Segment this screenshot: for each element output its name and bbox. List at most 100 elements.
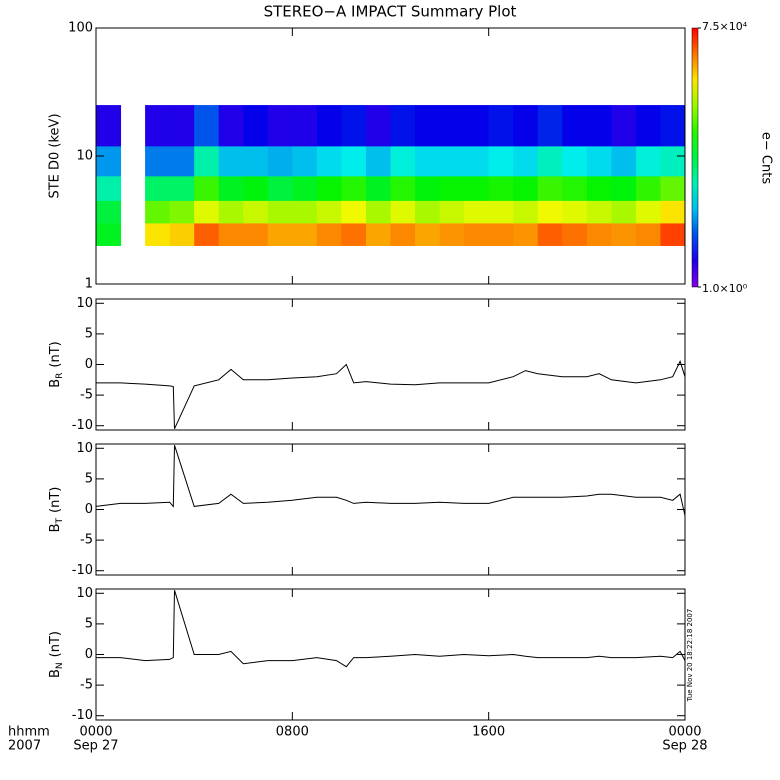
heat-cell [586,222,612,246]
heat-cell [145,145,171,177]
heat-cell [611,200,637,224]
heat-cell [365,175,391,201]
y-tick-label: 0 [85,647,93,662]
y-tick-label: 0 [85,502,93,517]
heat-cell [513,105,539,147]
heat-cell [562,200,588,224]
y-tick-label: -5 [80,678,93,693]
heat-cell [218,105,244,147]
heat-cell [365,105,391,147]
heat-cell [611,145,637,177]
heat-cell [365,200,391,224]
y-tick-label: 10 [76,149,93,164]
heat-cell [267,145,293,177]
heat-cell [145,105,171,147]
heat-cell [464,145,490,177]
heat-cell [513,175,539,201]
heat-cell [390,145,416,177]
heat-cell [660,105,686,147]
heat-cell [292,222,318,246]
heat-cell [415,200,441,224]
heat-cell [635,222,661,246]
heat-cell [562,145,588,177]
data-line [96,360,686,430]
heat-cell [218,145,244,177]
y-label-unit: (nT) [48,341,63,367]
heat-cell [267,105,293,147]
heat-cell [488,200,514,224]
heat-cell [390,222,416,246]
y-label-subscript: T [55,517,65,524]
heat-cell [439,105,465,147]
timestamp: Tue Nov 20 18:22:18 2007 [686,609,694,703]
heat-cell [365,145,391,177]
heat-cell [341,222,367,246]
y-label-symbol: B [48,669,63,678]
heat-cell [243,145,269,177]
colorbar [691,27,699,288]
heat-cell [586,175,612,201]
heat-cell [439,200,465,224]
heat-cell [464,200,490,224]
panel-frame [95,588,686,721]
heat-cell [96,200,122,224]
heat-cell [562,105,588,147]
heat-cell [292,175,318,201]
heat-cell [194,175,220,201]
heat-cell [243,105,269,147]
heat-cell [341,175,367,201]
heat-cell [341,200,367,224]
heat-cell [169,145,195,177]
heat-cell [169,175,195,201]
heat-cell [611,175,637,201]
heat-cell [218,222,244,246]
heat-cell [316,222,342,246]
heat-cell [169,200,195,224]
heat-cell [341,145,367,177]
heat-cell [145,200,171,224]
y-tick-label: 5 [85,616,93,631]
colorbar-tick-label: 1.0×10⁰ [702,282,748,295]
heat-cell [218,200,244,224]
heat-cell [415,222,441,246]
heat-cell [562,222,588,246]
x-tick-label: 0000 [668,725,701,740]
heat-cell [169,105,195,147]
heat-cell [537,200,563,224]
y-label-subscript: R [55,373,65,379]
x-tick-label: 0800 [276,725,309,740]
heat-cell [390,175,416,201]
heat-cell [341,105,367,147]
heat-cell [243,175,269,201]
heat-cell [145,222,171,246]
y-axis-label: STE D0 (keV) [48,113,63,198]
heat-cell [488,105,514,147]
heat-cell [390,200,416,224]
y-tick-label: 0 [85,357,93,372]
y-tick-label: -10 [72,418,93,433]
x-axis-label: hhmm [8,725,50,740]
y-axis-label: BR (nT) [48,341,65,388]
y-tick-label: 10 [76,441,93,456]
heat-cell [316,175,342,201]
heat-cell [537,145,563,177]
heat-cell [513,200,539,224]
heat-cell [586,200,612,224]
heat-cell [464,175,490,201]
y-axis-label: BT (nT) [48,487,65,533]
y-label-symbol: B [48,523,63,532]
x-date-label: Sep 28 [662,739,707,754]
heat-cell [635,175,661,201]
data-line [95,445,686,516]
y-tick-label: 10 [76,296,93,311]
heat-cell [464,105,490,147]
y-tick-label: 5 [85,471,93,486]
data-line [96,590,686,668]
heat-cell [660,200,686,224]
heat-cell [562,175,588,201]
heat-cell [513,145,539,177]
heat-cell [96,145,122,177]
heat-cell [611,105,637,147]
heat-cell [267,175,293,201]
